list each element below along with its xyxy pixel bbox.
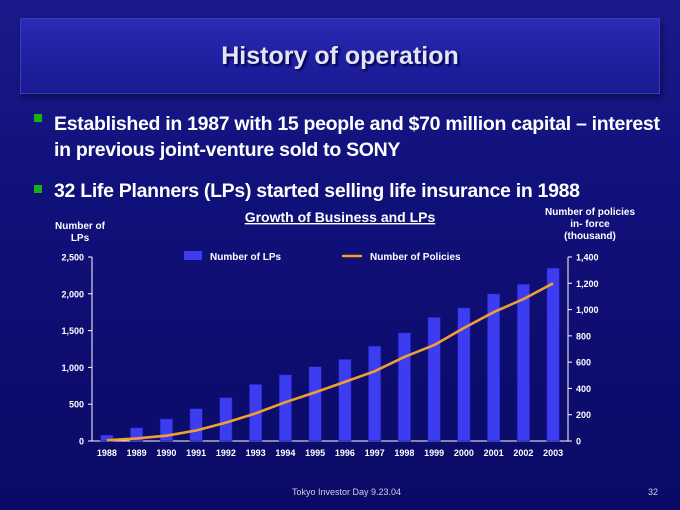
left-axis-label: LPs xyxy=(71,233,90,244)
left-tick-label: 2,500 xyxy=(61,253,84,263)
x-tick-label: 1991 xyxy=(186,448,206,458)
right-axis-label: (thousand) xyxy=(564,231,616,242)
x-tick-label: 2000 xyxy=(454,448,474,458)
bar-lps xyxy=(338,359,352,442)
x-tick-label: 1997 xyxy=(365,448,385,458)
left-tick-label: 1,000 xyxy=(61,363,84,373)
legend-label-lps: Number of LPs xyxy=(210,252,282,263)
right-axis-label: in- force xyxy=(570,219,610,230)
x-tick-label: 1988 xyxy=(97,448,117,458)
right-tick-label: 1,200 xyxy=(576,279,599,289)
left-tick-label: 0 xyxy=(79,437,84,447)
x-tick-label: 2003 xyxy=(543,448,563,458)
bar-lps xyxy=(457,307,471,442)
chart-title: Growth of Business and LPs xyxy=(245,209,436,225)
x-tick-label: 2002 xyxy=(513,448,533,458)
x-tick-label: 1994 xyxy=(275,448,295,458)
x-tick-label: 1996 xyxy=(335,448,355,458)
bullet-marker-2 xyxy=(34,185,42,193)
bar-lps xyxy=(100,434,114,442)
bar-lps xyxy=(516,283,530,442)
bar-lps xyxy=(427,317,441,442)
left-tick-label: 2,000 xyxy=(61,289,84,299)
bar-lps xyxy=(189,408,203,442)
left-tick-label: 500 xyxy=(69,400,84,410)
footer-text: Tokyo Investor Day 9.23.04 xyxy=(292,487,402,497)
slide-title: History of operation xyxy=(221,41,459,70)
right-tick-label: 1,000 xyxy=(576,305,599,315)
x-tick-label: 1992 xyxy=(216,448,236,458)
right-tick-label: 400 xyxy=(576,384,591,394)
legend-swatch-lps xyxy=(184,251,202,260)
right-axis-label: Number of policies xyxy=(545,207,635,218)
left-tick-label: 1,500 xyxy=(61,326,84,336)
bar-lps xyxy=(219,397,233,442)
right-tick-label: 600 xyxy=(576,358,591,368)
bullet-text-1: Established in 1987 with 15 people and $… xyxy=(54,113,660,161)
legend-label-policies: Number of Policies xyxy=(370,252,461,263)
right-tick-label: 800 xyxy=(576,331,591,341)
bar-lps xyxy=(487,293,501,442)
left-axis-label: Number of xyxy=(55,221,106,232)
x-tick-label: 1998 xyxy=(394,448,414,458)
line-policies xyxy=(106,282,554,442)
right-tick-label: 1,400 xyxy=(576,253,599,263)
x-tick-label: 1995 xyxy=(305,448,325,458)
x-tick-label: 1993 xyxy=(246,448,266,458)
x-tick-label: 1990 xyxy=(156,448,176,458)
right-tick-label: 200 xyxy=(576,410,591,420)
bar-lps xyxy=(397,332,411,442)
x-tick-label: 1989 xyxy=(127,448,147,458)
x-tick-label: 2001 xyxy=(484,448,504,458)
right-tick-label: 0 xyxy=(576,437,581,447)
bar-lps xyxy=(546,267,560,442)
page-number: 32 xyxy=(648,487,659,497)
x-tick-label: 1999 xyxy=(424,448,444,458)
bullet-marker-1 xyxy=(34,114,42,122)
title-bar: History of operation xyxy=(20,18,660,94)
bar-lps xyxy=(159,418,173,442)
bar-lps xyxy=(368,345,382,442)
bar-lps xyxy=(308,366,322,442)
bullet-text-2: 32 Life Planners (LPs) started selling l… xyxy=(54,180,580,202)
bar-lps xyxy=(278,374,292,442)
